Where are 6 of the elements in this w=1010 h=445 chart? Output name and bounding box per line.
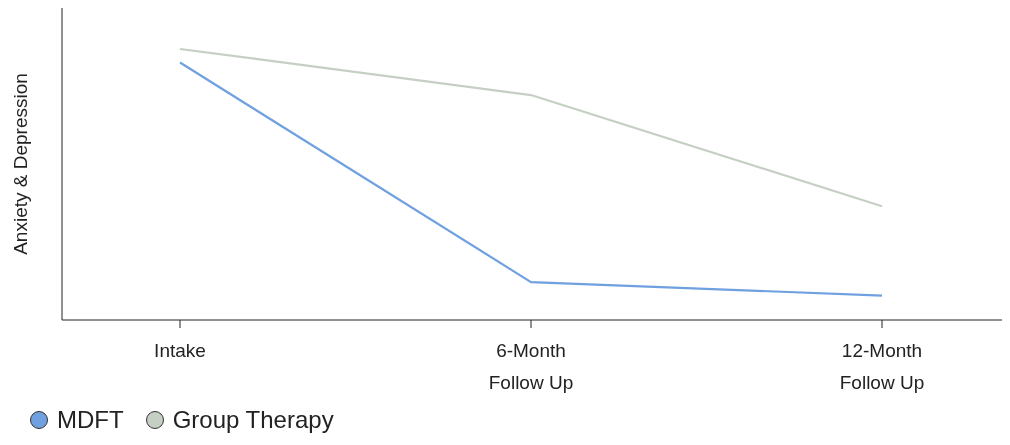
y-axis-title: Anxiety & Depression: [9, 73, 31, 255]
x-tick-label: 12-Month Follow Up: [839, 340, 925, 393]
x-tick-label: 6-Month Follow Up: [488, 340, 574, 393]
x-tick-label: Intake: [154, 340, 206, 361]
legend-label: Group Therapy: [172, 406, 334, 434]
legend-label: MDFT: [57, 406, 124, 434]
